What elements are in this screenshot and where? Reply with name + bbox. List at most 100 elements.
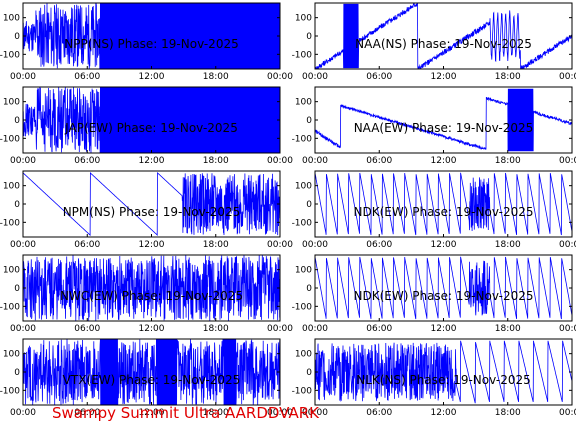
panel-1: 100 0 -100 00:00 06:00 12:00 18:00 00:00 NPP(NS)… (0, 2, 293, 82)
phase-series-line (23, 87, 280, 153)
y-tick-label: 100 (295, 14, 312, 24)
x-tick-label: 12:00 (139, 324, 165, 334)
x-tick-label: 00:00 (559, 72, 576, 82)
panel-4: 100 0 -100 00:00 06:00 12:00 18:00 00:00 NAA(EW)… (292, 86, 576, 166)
x-tick-label: 00:00 (559, 324, 576, 334)
x-tick-label: 12:00 (139, 240, 165, 250)
phase-series-line (315, 256, 572, 320)
station-footer: Swampy Summit Ultra AARDDVARK (52, 404, 320, 422)
x-tick-label: 00:00 (559, 408, 576, 418)
panel-title: NDK(EW) Phase: 19-Nov-2025 (354, 289, 534, 303)
phase-series-line (315, 340, 572, 404)
x-tick-label: 00:00 (559, 240, 576, 250)
panel-7: 100 0 -100 00:00 06:00 12:00 18:00 00:00 NWC(EW)… (0, 254, 293, 334)
phase-series-line (23, 3, 280, 69)
x-tick-label: 00:00 (302, 240, 328, 250)
y-tick-label: 100 (3, 266, 20, 276)
panel-title: NPP(NS) Phase: 19-Nov-2025 (64, 37, 238, 51)
y-tick-label: 0 (14, 116, 20, 126)
y-tick-label: 0 (306, 200, 312, 210)
panel-title: NPM(NS) Phase: 19-Nov-2025 (63, 205, 241, 219)
y-tick-label: 100 (3, 182, 20, 192)
x-tick-label: 00:00 (302, 72, 328, 82)
x-tick-label: 00:00 (302, 408, 328, 418)
panel-title: JAP(EW) Phase: 19-Nov-2025 (64, 121, 238, 135)
y-tick-label: 0 (14, 368, 20, 378)
y-tick-label: 0 (306, 284, 312, 294)
x-tick-label: 00:00 (10, 324, 36, 334)
phase-series-line (23, 339, 280, 405)
y-tick-label: -100 (292, 386, 313, 396)
phase-series-line (23, 171, 280, 237)
x-tick-label: 12:00 (139, 408, 165, 418)
y-tick-label: 100 (295, 98, 312, 108)
x-tick-label: 06:00 (366, 324, 392, 334)
x-tick-label: 00:00 (302, 324, 328, 334)
x-tick-label: 18:00 (495, 156, 521, 166)
panel-title: NWC(EW) Phase: 19-Nov-2025 (60, 289, 243, 303)
phase-series-line (315, 172, 572, 236)
y-tick-label: -100 (0, 134, 20, 144)
panel-title: NLK(NS) Phase: 19-Nov-2025 (356, 373, 531, 387)
panel-8: 100 0 -100 00:00 06:00 12:00 18:00 00:00 NDK(EW)… (292, 254, 576, 334)
y-tick-label: -100 (0, 218, 20, 228)
x-tick-label: 00:00 (267, 156, 293, 166)
x-tick-label: 18:00 (495, 72, 521, 82)
x-tick-label: 06:00 (366, 72, 392, 82)
y-tick-label: 100 (3, 350, 20, 360)
x-tick-label: 12:00 (431, 324, 457, 334)
phase-series-line (23, 255, 280, 321)
x-tick-label: 00:00 (267, 324, 293, 334)
y-tick-label: 100 (3, 14, 20, 24)
x-tick-label: 06:00 (74, 156, 100, 166)
x-tick-label: 18:00 (495, 240, 521, 250)
y-tick-label: -100 (292, 134, 313, 144)
x-tick-label: 00:00 (267, 408, 293, 418)
y-tick-label: -100 (0, 50, 20, 60)
x-tick-label: 06:00 (74, 72, 100, 82)
panel-3: 100 0 -100 00:00 06:00 12:00 18:00 00:00 JAP(EW)… (0, 86, 293, 166)
y-tick-label: 0 (306, 116, 312, 126)
y-tick-label: 0 (14, 200, 20, 210)
y-tick-label: -100 (292, 50, 313, 60)
y-tick-label: 100 (3, 98, 20, 108)
x-tick-label: 18:00 (203, 408, 229, 418)
x-tick-label: 18:00 (203, 240, 229, 250)
y-tick-label: 100 (295, 182, 312, 192)
panel-10: 100 0 -100 00:00 06:00 12:00 18:00 00:00 NLK(NS)… (292, 338, 576, 418)
y-tick-label: -100 (292, 302, 313, 312)
panel-9: 100 0 -100 00:00 06:00 12:00 18:00 00:00 VTX(EW)… (0, 338, 293, 418)
panel-2: 100 0 -100 00:00 06:00 12:00 18:00 00:00 NAA(NS)… (292, 2, 576, 82)
y-tick-label: -100 (0, 386, 20, 396)
y-tick-label: 100 (295, 350, 312, 360)
y-tick-label: -100 (292, 218, 313, 228)
panel-5: 100 0 -100 00:00 06:00 12:00 18:00 00:00 NPM(NS)… (0, 170, 293, 250)
phase-series-line (315, 3, 572, 69)
x-tick-label: 12:00 (431, 408, 457, 418)
x-tick-label: 00:00 (302, 156, 328, 166)
panel-title: NAA(EW) Phase: 19-Nov-2025 (354, 121, 534, 135)
x-tick-label: 00:00 (10, 156, 36, 166)
x-tick-label: 00:00 (267, 72, 293, 82)
y-tick-label: 0 (14, 284, 20, 294)
x-tick-label: 06:00 (74, 324, 100, 334)
x-tick-label: 18:00 (203, 324, 229, 334)
x-tick-label: 12:00 (139, 72, 165, 82)
panel-6: 100 0 -100 00:00 06:00 12:00 18:00 00:00 NDK(EW)… (292, 170, 576, 250)
y-tick-label: 0 (306, 32, 312, 42)
plot-frame (22, 170, 281, 238)
x-tick-label: 18:00 (495, 408, 521, 418)
x-tick-label: 00:00 (10, 408, 36, 418)
phase-series-line (315, 88, 572, 152)
x-tick-label: 06:00 (366, 408, 392, 418)
x-tick-label: 12:00 (431, 240, 457, 250)
panel-title: NAA(NS) Phase: 19-Nov-2025 (355, 37, 532, 51)
x-tick-label: 06:00 (74, 240, 100, 250)
x-tick-label: 12:00 (431, 72, 457, 82)
x-tick-label: 18:00 (203, 72, 229, 82)
x-tick-label: 12:00 (431, 156, 457, 166)
x-tick-label: 00:00 (267, 240, 293, 250)
x-tick-label: 06:00 (366, 156, 392, 166)
x-tick-label: 12:00 (139, 156, 165, 166)
